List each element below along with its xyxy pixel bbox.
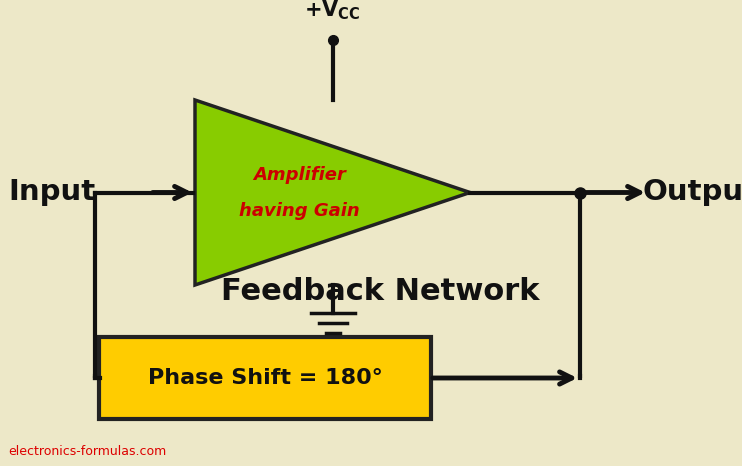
Text: Output: Output [643,178,742,206]
Text: $\bf{+V_{CC}}$: $\bf{+V_{CC}}$ [304,0,361,22]
Text: having Gain: having Gain [239,201,360,219]
FancyBboxPatch shape [99,337,431,419]
Text: electronics-formulas.com: electronics-formulas.com [8,445,166,458]
Text: Input: Input [8,178,96,206]
Text: Feedback Network: Feedback Network [221,276,539,306]
Text: Amplifier: Amplifier [253,165,346,184]
Polygon shape [195,100,470,285]
Text: Phase Shift = 180°: Phase Shift = 180° [148,368,382,388]
